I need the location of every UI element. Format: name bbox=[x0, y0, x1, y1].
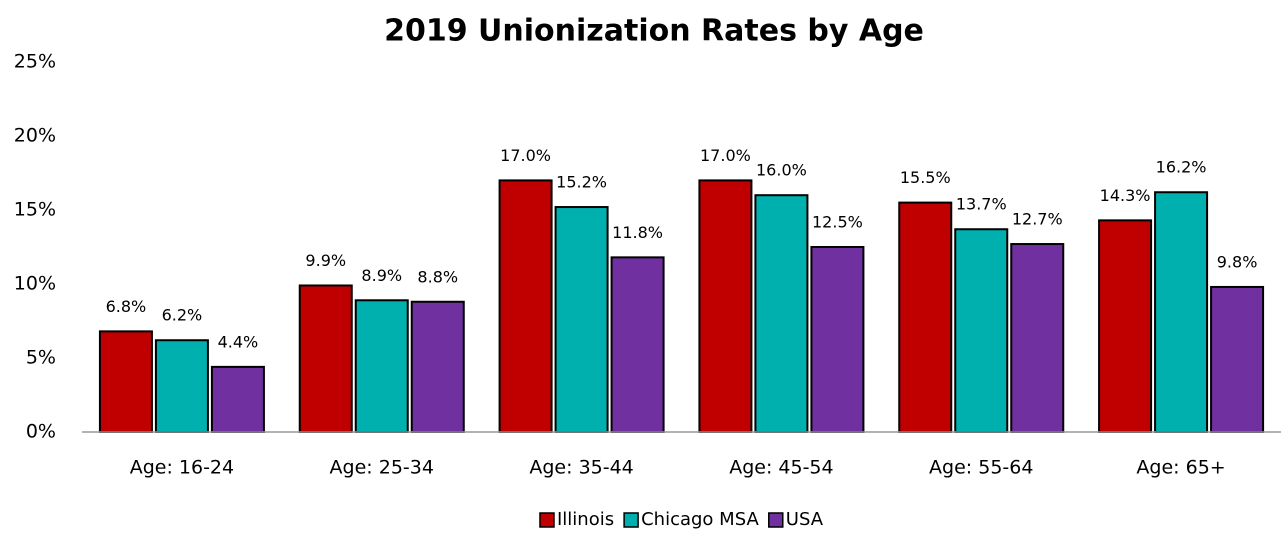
value-label: 4.4% bbox=[218, 332, 259, 351]
bar bbox=[1010, 243, 1065, 433]
value-label: 16.0% bbox=[756, 161, 807, 180]
value-label: 9.9% bbox=[305, 251, 346, 270]
value-label: 12.7% bbox=[1012, 210, 1063, 229]
value-label: 9.8% bbox=[1217, 252, 1258, 271]
bar bbox=[1210, 285, 1265, 433]
y-tick-label: 0% bbox=[26, 421, 56, 443]
y-tick-label: 10% bbox=[14, 273, 56, 295]
bar bbox=[498, 179, 553, 433]
value-label: 13.7% bbox=[956, 195, 1007, 214]
value-label: 8.9% bbox=[361, 266, 402, 285]
bar bbox=[698, 179, 753, 433]
bar bbox=[1098, 219, 1153, 433]
bar bbox=[154, 339, 209, 433]
value-label: 16.2% bbox=[1156, 158, 1207, 177]
bar bbox=[898, 201, 953, 433]
value-label: 17.0% bbox=[500, 146, 551, 165]
x-tick-label: Age: 25-34 bbox=[330, 457, 434, 479]
value-label: 14.3% bbox=[1100, 186, 1151, 205]
legend-label: Chicago MSA bbox=[641, 509, 759, 530]
value-label: 6.2% bbox=[162, 306, 203, 325]
value-label: 12.5% bbox=[812, 213, 863, 232]
bar bbox=[354, 299, 409, 433]
value-label: 6.8% bbox=[106, 297, 147, 316]
legend-label: Illinois bbox=[557, 509, 614, 530]
x-tick-label: Age: 16-24 bbox=[130, 457, 234, 479]
value-label: 11.8% bbox=[612, 223, 663, 242]
x-tick-label: Age: 65+ bbox=[1136, 457, 1225, 479]
bar bbox=[754, 194, 809, 433]
legend-swatch bbox=[623, 512, 639, 528]
y-tick-label: 20% bbox=[14, 125, 56, 147]
bar bbox=[954, 228, 1009, 433]
bar bbox=[610, 256, 665, 433]
x-tick-label: Age: 55-64 bbox=[929, 457, 1033, 479]
value-label: 15.2% bbox=[556, 173, 607, 192]
bar bbox=[1154, 191, 1209, 433]
bar bbox=[298, 284, 353, 434]
y-tick-label: 5% bbox=[26, 347, 56, 369]
bar bbox=[410, 300, 465, 434]
y-tick-label: 25% bbox=[14, 51, 56, 73]
y-tick-label: 15% bbox=[14, 199, 56, 221]
legend-label: USA bbox=[786, 509, 824, 530]
x-tick-label: Age: 45-54 bbox=[729, 457, 833, 479]
bar bbox=[210, 365, 265, 434]
value-label: 8.8% bbox=[417, 267, 458, 286]
value-label: 17.0% bbox=[700, 146, 751, 165]
bar bbox=[810, 246, 865, 433]
chart-title: 2019 Unionization Rates by Age bbox=[384, 14, 924, 49]
legend-swatch bbox=[768, 512, 784, 528]
legend-swatch bbox=[539, 512, 555, 528]
bar bbox=[554, 206, 609, 433]
x-tick-label: Age: 35-44 bbox=[529, 457, 633, 479]
bar bbox=[98, 330, 153, 433]
value-label: 15.5% bbox=[900, 168, 951, 187]
